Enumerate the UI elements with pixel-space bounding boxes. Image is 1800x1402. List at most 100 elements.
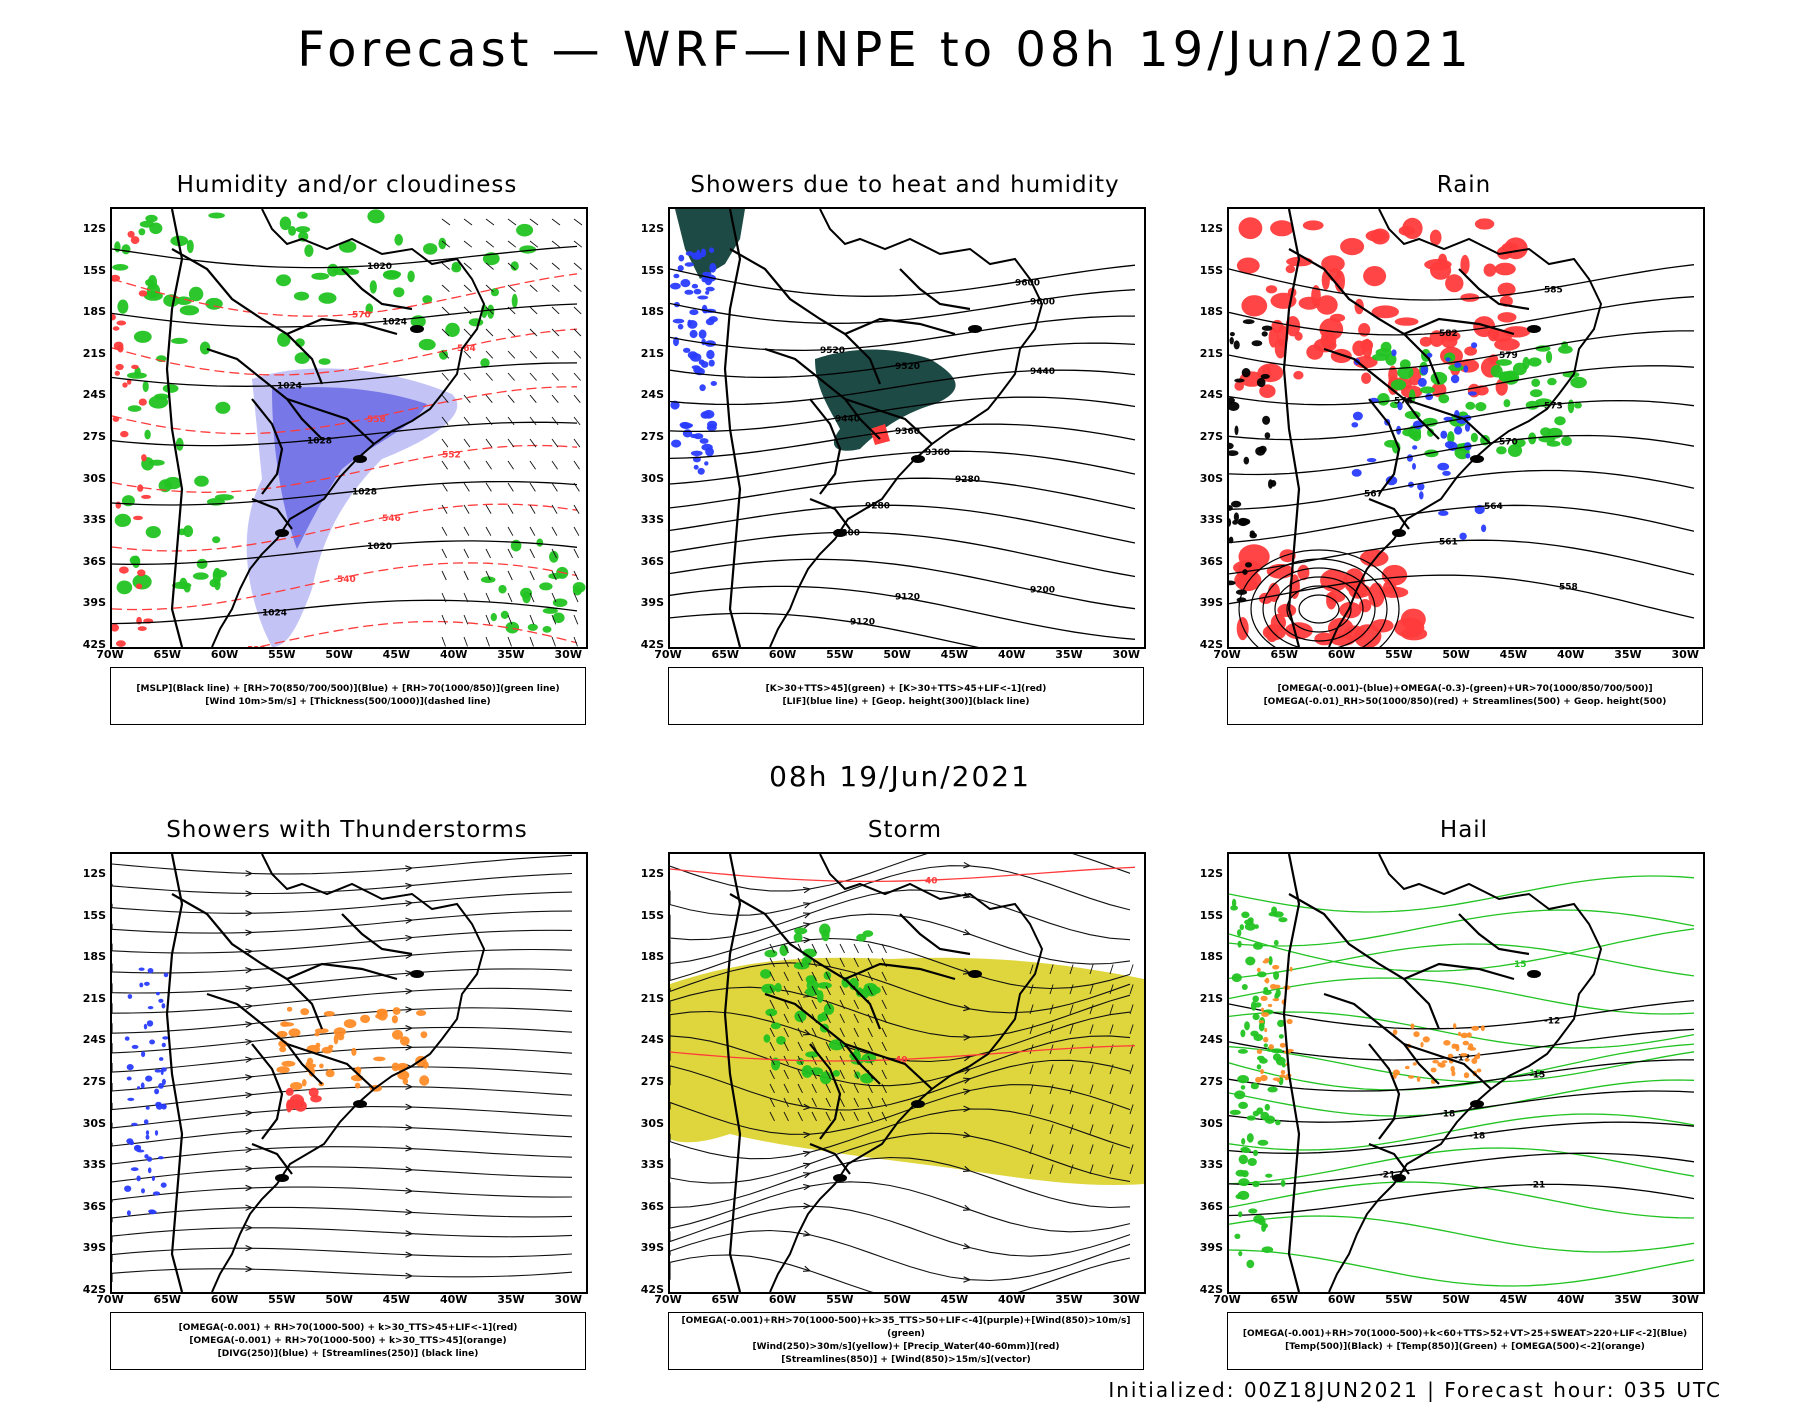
wind-vector: [441, 306, 450, 315]
orange-area: [354, 1082, 361, 1089]
lon-tick-label: 40W: [1556, 1293, 1585, 1306]
wind-green-area: [819, 923, 831, 937]
omega-red-area: [1319, 318, 1344, 341]
omega-orange: [1392, 1069, 1400, 1076]
lon-tick-label: 70W: [654, 648, 682, 661]
country-border: [764, 992, 881, 1085]
legend-line: [Wind 10m>5m/s] + [Thickness(500/1000)](…: [205, 697, 491, 707]
omega-red-area: [1234, 381, 1244, 391]
red-area: [285, 1087, 294, 1096]
country-border: [809, 398, 842, 495]
wind-vector: [529, 636, 534, 647]
wind-vector: [529, 526, 536, 536]
wind-vector: [551, 350, 560, 359]
rh-low-contour: [451, 261, 461, 270]
wind-vector: [507, 394, 515, 403]
temp850-contour: [1257, 1139, 1269, 1146]
wind-vector: [1049, 1064, 1054, 1075]
omega-green-area: [1465, 401, 1476, 410]
divg-blue: [127, 1097, 135, 1101]
country-border: [286, 317, 398, 336]
wind-vector: [783, 1069, 789, 1080]
wind-vector: [551, 636, 556, 647]
omega-orange: [1261, 1007, 1264, 1012]
map-hail: 15 15 -12 -12 -15 -18 -18 -21 -21: [1227, 852, 1705, 1294]
wind-vector: [485, 284, 494, 293]
contour-line: [1229, 1121, 1695, 1154]
lat-tick-label: 33S: [640, 1158, 664, 1172]
lon-tick-label: 60W: [210, 1293, 239, 1306]
omega-orange: [1420, 1041, 1424, 1048]
wind-vector: [797, 1013, 803, 1024]
contour-label: 9280: [955, 475, 980, 485]
lat-tick-label: 39S: [1199, 596, 1223, 610]
lat-tick-label: 42S: [640, 1283, 664, 1296]
rh-low-contour: [132, 574, 152, 590]
lon-tick-label: 30W: [554, 648, 582, 661]
rh-low-contour: [318, 292, 337, 304]
omega-red-area: [1241, 295, 1268, 317]
divg-blue: [146, 1156, 153, 1162]
omega-green-area: [1530, 389, 1543, 398]
lat-tick-label: 24S: [82, 1033, 106, 1047]
contour-label: 567: [1364, 490, 1383, 500]
temp850-contour: [1231, 898, 1237, 908]
omega-blue-area: [1417, 483, 1425, 491]
divg-blue: [126, 1064, 134, 1071]
lon-tick-label: 50W: [1442, 1293, 1470, 1306]
wind-vector: [529, 350, 538, 359]
wind-green-area: [771, 1057, 781, 1071]
streamline-arrow: [963, 1276, 971, 1283]
wind-vector: [573, 548, 579, 559]
temp850-contour: [1262, 990, 1272, 995]
contour-label: 1020: [367, 542, 392, 552]
lat-tick-label: 15S: [640, 263, 664, 277]
wind-vector: [881, 1111, 887, 1122]
wind-vector: [1049, 1124, 1054, 1135]
omega-green-area: [1558, 345, 1573, 354]
omega-blue-area: [1351, 469, 1362, 477]
lat-tick-label: 42S: [640, 638, 664, 651]
contour-line: [1229, 469, 1695, 510]
contour-line: [670, 315, 1135, 352]
wind-vector: [867, 957, 873, 968]
wind-vector: [441, 482, 448, 492]
rh-low-contour: [175, 437, 184, 451]
omega-blue-area: [1437, 462, 1450, 471]
omega-orange: [1268, 1044, 1274, 1050]
wind-vector: [783, 971, 789, 982]
rh-low-contour: [295, 226, 311, 233]
contour-line: [670, 369, 1136, 406]
wind-vector: [797, 999, 803, 1010]
wind-vector: [507, 570, 513, 581]
orange-area: [314, 1028, 329, 1034]
lon-tick-label: 40W: [997, 1293, 1026, 1306]
rh-low-contour: [394, 234, 404, 246]
omega-green-area: [1525, 400, 1540, 410]
lat-tick-label: 24S: [1199, 388, 1223, 402]
wind-vector: [573, 328, 582, 337]
lake-marker: [833, 1174, 847, 1182]
wind-vector: [573, 504, 580, 514]
rh-low-contour: [304, 244, 314, 257]
wind-vector: [573, 438, 581, 448]
lon-tick-label: 45W: [940, 1293, 969, 1306]
streamline-arrow: [245, 1224, 253, 1231]
wind-vector: [825, 1097, 831, 1108]
legend-showers_heat: [K>30+TTS>45](green) + [K>30+TTS>45+LIF<…: [668, 667, 1144, 725]
rh-low-contour: [186, 239, 194, 254]
streamline: [112, 1106, 573, 1129]
wind-vector: [867, 1041, 873, 1052]
omega-orange: [1261, 1012, 1270, 1017]
lake-marker: [911, 1100, 925, 1108]
rh-low-contour: [549, 550, 559, 563]
wind-vector: [1089, 964, 1094, 975]
rh-low-contour: [369, 280, 377, 294]
lat-tick-label: 27S: [1199, 1075, 1223, 1088]
contour-label: 579: [1499, 351, 1518, 361]
lif-blue-line: [693, 288, 702, 295]
lon-tick-label: 50W: [325, 1293, 353, 1306]
wind-vector: [811, 971, 817, 982]
omega-blue-area: [1459, 532, 1467, 540]
streamline: [112, 1227, 573, 1243]
